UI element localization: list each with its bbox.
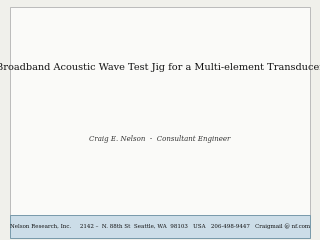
Bar <box>10 215 310 238</box>
Text: Nelson Research, Inc.     2142 –  N. 88th St  Seattle, WA  98103   USA   206-498: Nelson Research, Inc. 2142 – N. 88th St … <box>10 223 310 229</box>
Text: Craig E. Nelson  -  Consultant Engineer: Craig E. Nelson - Consultant Engineer <box>89 135 231 143</box>
Text: Broadband Acoustic Wave Test Jig for a Multi-element Transducer: Broadband Acoustic Wave Test Jig for a M… <box>0 63 320 72</box>
Bar <box>10 7 310 216</box>
